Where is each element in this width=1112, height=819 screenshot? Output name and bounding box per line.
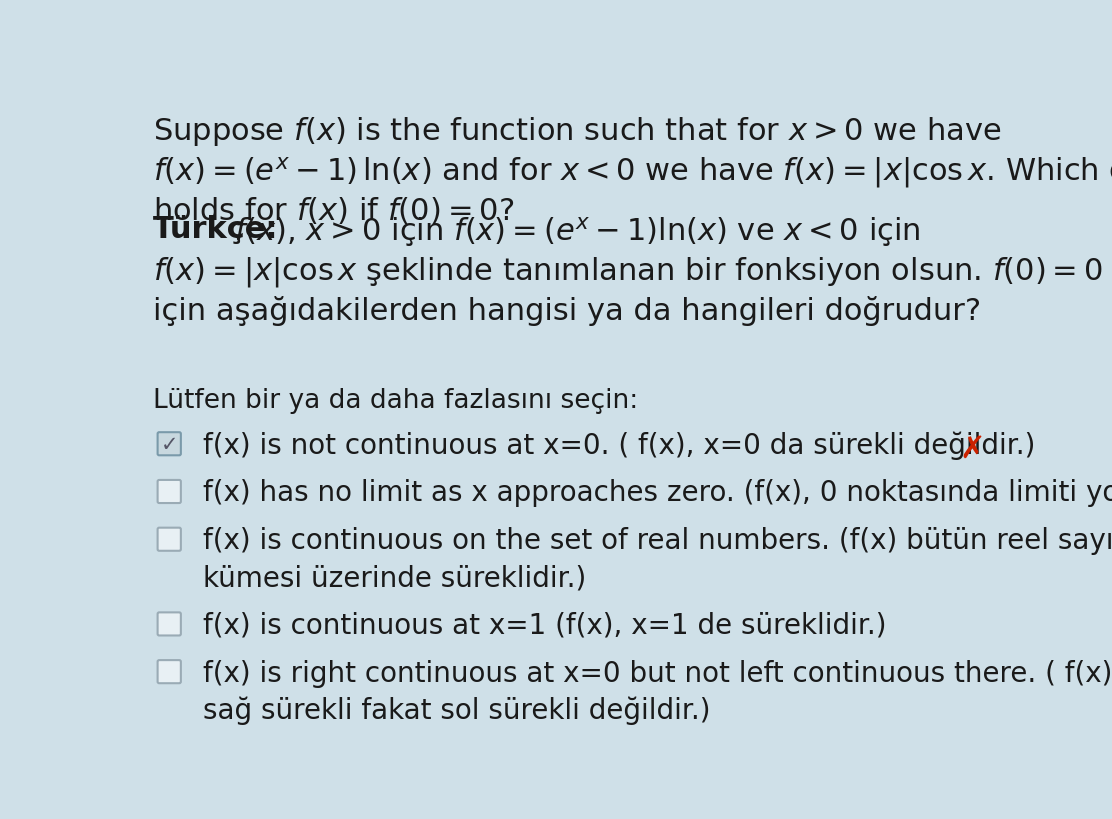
Text: Lütfen bir ya da daha fazlasını seçin:: Lütfen bir ya da daha fazlasını seçin: bbox=[153, 387, 638, 413]
Text: $f(x)$, $x > 0$ için $f(x) = (e^x - 1)\ln(x)$ ve $x < 0$ için: $f(x)$, $x > 0$ için $f(x) = (e^x - 1)\l… bbox=[235, 215, 921, 249]
Text: holds for $f(x)$ if $f(0) = 0$?: holds for $f(x)$ if $f(0) = 0$? bbox=[153, 195, 514, 226]
Text: sağ sürekli fakat sol sürekli değildir.): sağ sürekli fakat sol sürekli değildir.) bbox=[203, 695, 711, 724]
Text: $f(x) = |x|\cos x$ şeklinde tanımlanan bir fonksiyon olsun. $f(0) = 0$ ise $f(x): $f(x) = |x|\cos x$ şeklinde tanımlanan b… bbox=[153, 256, 1112, 289]
FancyBboxPatch shape bbox=[158, 481, 181, 504]
Text: ✗: ✗ bbox=[960, 434, 985, 464]
Text: f(x) is continuous on the set of real numbers. (f(x) bütün reel sayılar: f(x) is continuous on the set of real nu… bbox=[203, 527, 1112, 554]
FancyBboxPatch shape bbox=[158, 432, 181, 455]
Text: f(x) has no limit as x approaches zero. (f(x), 0 noktasında limiti yoktur.): f(x) has no limit as x approaches zero. … bbox=[203, 479, 1112, 507]
Text: f(x) is continuous at x=1 (f(x), x=1 de süreklidir.): f(x) is continuous at x=1 (f(x), x=1 de … bbox=[203, 611, 887, 639]
FancyBboxPatch shape bbox=[158, 660, 181, 683]
Text: f(x) is right continuous at x=0 but not left continuous there. ( f(x), x=0 da: f(x) is right continuous at x=0 but not … bbox=[203, 658, 1112, 687]
FancyBboxPatch shape bbox=[158, 613, 181, 636]
Text: için aşağıdakilerden hangisi ya da hangileri doğrudur?: için aşağıdakilerden hangisi ya da hangi… bbox=[153, 295, 981, 325]
FancyBboxPatch shape bbox=[158, 528, 181, 551]
Text: ✓: ✓ bbox=[160, 434, 178, 455]
Text: kümesi üzerinde süreklidir.): kümesi üzerinde süreklidir.) bbox=[203, 563, 586, 591]
Text: Türkçe:: Türkçe: bbox=[153, 215, 278, 244]
Text: f(x) is not continuous at x=0. ( f(x), x=0 da sürekli değildir.): f(x) is not continuous at x=0. ( f(x), x… bbox=[203, 431, 1035, 459]
Text: $f(x) = (e^x - 1)\,\ln(x)$ and for $x < 0$ we have $f(x) = |x|\cos x$. Which one: $f(x) = (e^x - 1)\,\ln(x)$ and for $x < … bbox=[153, 155, 1112, 190]
Text: Suppose $f(x)$ is the function such that for $x > 0$ we have: Suppose $f(x)$ is the function such that… bbox=[153, 115, 1001, 148]
